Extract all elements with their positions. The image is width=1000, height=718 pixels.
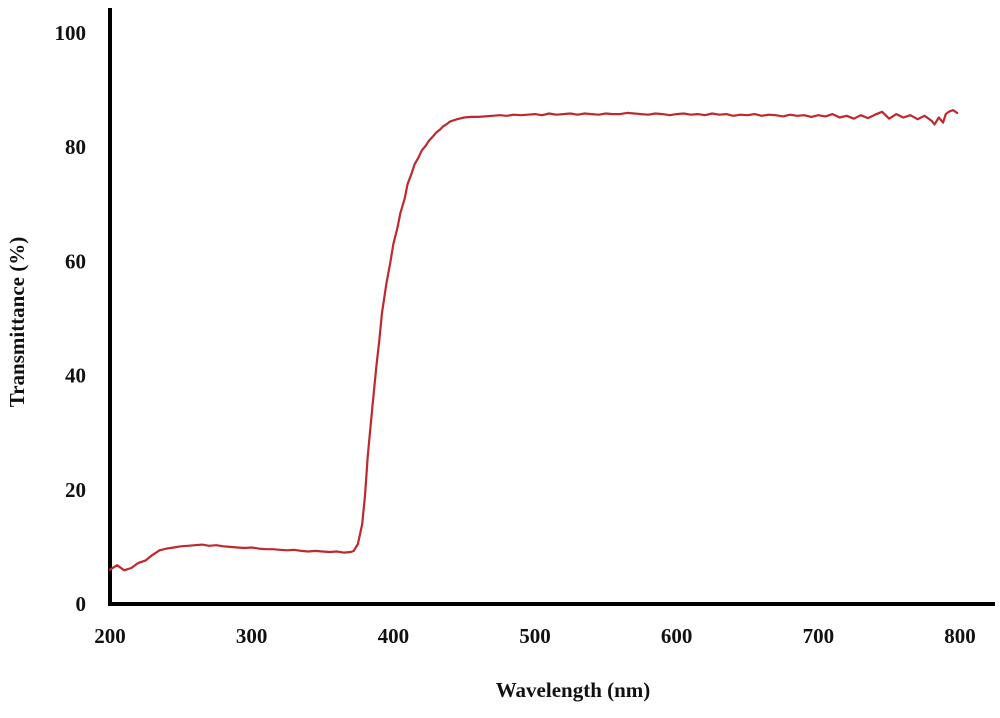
x-tick-label: 700	[803, 624, 835, 648]
x-tick-label: 800	[944, 624, 976, 648]
x-tick-label: 300	[236, 624, 268, 648]
x-axis-title: Wavelength (nm)	[496, 678, 651, 702]
y-tick-label: 0	[76, 592, 87, 616]
y-tick-label: 20	[65, 478, 86, 502]
x-tick-label: 500	[519, 624, 551, 648]
tick-labels: 200 300 400 500 600 700 800 0 20 40 60 80 100	[55, 21, 976, 648]
y-tick-label: 80	[65, 135, 86, 159]
x-tick-label: 400	[378, 624, 410, 648]
series-line	[108, 109, 959, 572]
y-axis-title: Transmittance (%)	[5, 237, 29, 408]
x-tick-label: 600	[661, 624, 693, 648]
y-tick-label: 40	[65, 364, 86, 388]
x-tick-label: 200	[94, 624, 126, 648]
series-lines	[108, 109, 959, 572]
y-tick-label: 60	[65, 249, 86, 273]
y-tick-label: 100	[55, 21, 87, 45]
axes	[108, 8, 995, 606]
